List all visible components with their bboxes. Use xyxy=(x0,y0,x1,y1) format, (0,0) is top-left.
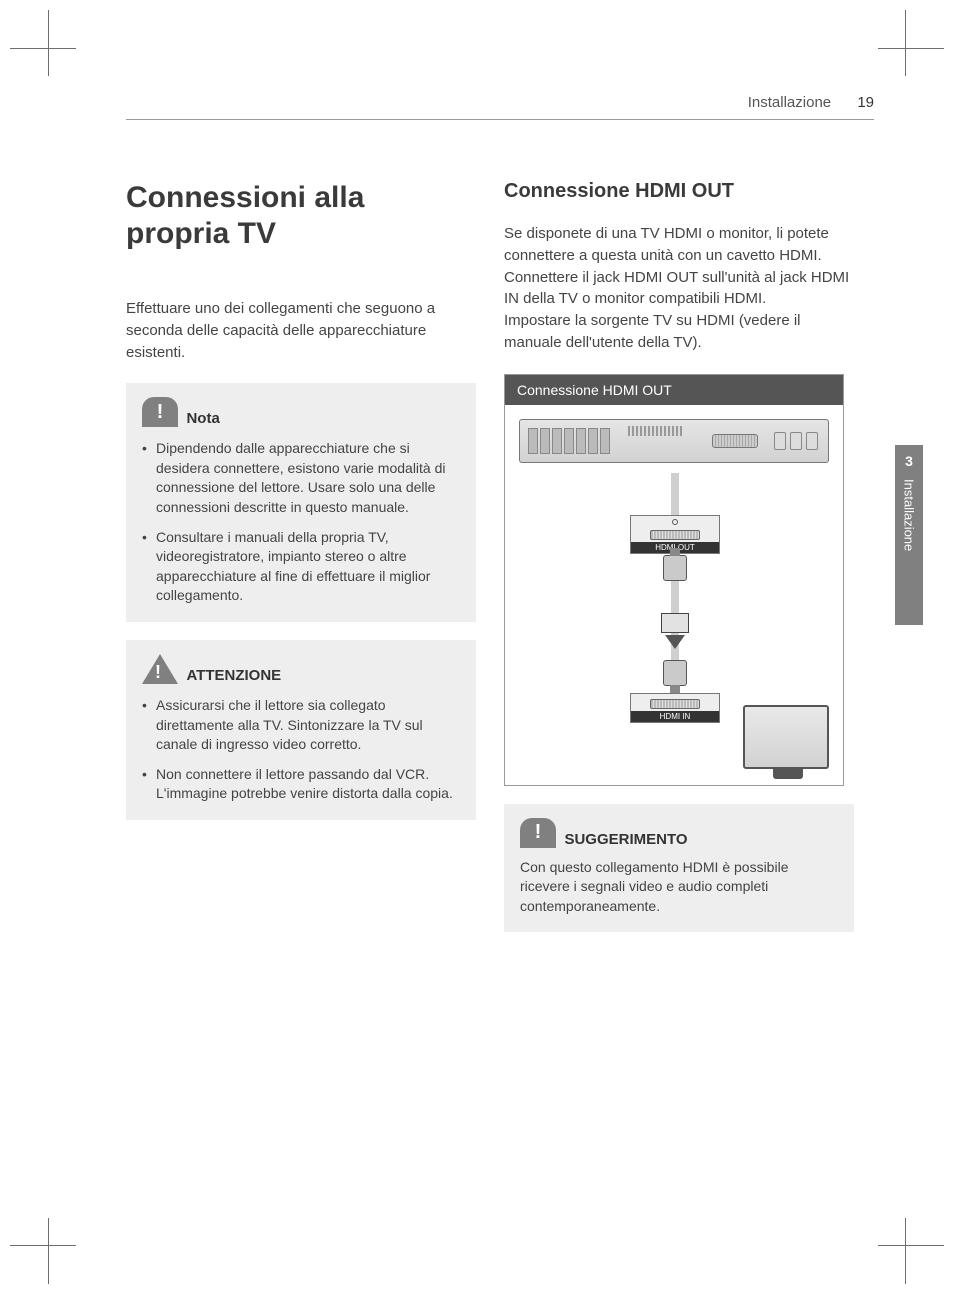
caution-list: Assicurarsi che il lettore sia collegato… xyxy=(142,696,460,804)
body-text: Se disponete di una TV HDMI o monitor, l… xyxy=(504,223,854,354)
page-header: Installazione 19 xyxy=(126,80,874,120)
crop-mark xyxy=(10,48,76,49)
note-list: Dipendendo dalle apparecchiature che si … xyxy=(142,439,460,606)
connection-diagram: Connessione HDMI OUT HDMI OUT xyxy=(504,374,844,786)
crop-mark xyxy=(10,1245,76,1246)
left-column: Connessioni alla propria TV Effettuare u… xyxy=(126,180,476,950)
hdmi-plug-icon xyxy=(663,555,687,581)
note-item: Consultare i manuali della propria TV, v… xyxy=(142,528,460,606)
note-callout: ! Nota Dipendendo dalle apparecchiature … xyxy=(126,383,476,622)
arrow-down-icon xyxy=(665,635,685,649)
crop-mark xyxy=(48,10,49,76)
cable-clip-icon xyxy=(661,613,689,633)
side-tab: 3 Installazione xyxy=(895,445,923,625)
caution-item: Non connettere il lettore passando dal V… xyxy=(142,765,460,804)
hdmi-plug-icon xyxy=(663,660,687,686)
tip-text: Con questo collegamento HDMI è possibile… xyxy=(520,858,838,917)
tv-monitor-icon xyxy=(743,705,829,769)
caution-label: ATTENZIONE xyxy=(186,667,281,684)
tip-icon: ! xyxy=(520,818,556,848)
header-section: Installazione xyxy=(748,94,831,111)
caution-item: Assicurarsi che il lettore sia collegato… xyxy=(142,696,460,755)
crop-mark xyxy=(905,1218,906,1284)
intro-text: Effettuare uno dei collegamenti che segu… xyxy=(126,298,476,363)
caution-callout: ! ATTENZIONE Assicurarsi che il lettore … xyxy=(126,640,476,820)
note-icon: ! xyxy=(142,397,178,427)
page-number: 19 xyxy=(857,94,874,111)
heading-sub: Connessione HDMI OUT xyxy=(504,180,854,203)
diagram-body: HDMI OUT HDMI IN xyxy=(505,405,843,785)
side-tab-number: 3 xyxy=(895,445,923,469)
crop-mark xyxy=(905,10,906,76)
caution-icon: ! xyxy=(142,654,178,684)
side-tab-label: Installazione xyxy=(902,479,917,551)
crop-mark xyxy=(48,1218,49,1284)
page-content: Installazione 19 3 Installazione Conness… xyxy=(80,80,874,1214)
hdmi-in-label: HDMI IN xyxy=(631,711,719,722)
right-column: Connessione HDMI OUT Se disponete di una… xyxy=(504,180,854,950)
device-rear-panel xyxy=(519,419,829,463)
crop-mark xyxy=(878,1245,944,1246)
note-label: Nota xyxy=(186,410,219,427)
note-item: Dipendendo dalle apparecchiature che si … xyxy=(142,439,460,517)
crop-mark xyxy=(878,48,944,49)
heading-main: Connessioni alla propria TV xyxy=(126,180,476,252)
hdmi-in-port: HDMI IN xyxy=(630,693,720,723)
tip-label: SUGGERIMENTO xyxy=(564,831,687,848)
tip-callout: ! SUGGERIMENTO Con questo collegamento H… xyxy=(504,804,854,933)
header-text: Installazione 19 xyxy=(748,94,874,111)
diagram-title: Connessione HDMI OUT xyxy=(505,375,843,405)
